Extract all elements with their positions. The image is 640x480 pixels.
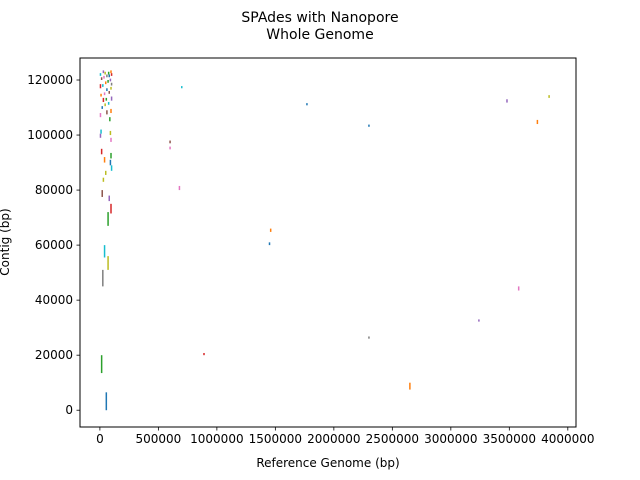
y-axis: 0 20000 40000 60000 80000 100000 120000 [27,73,80,417]
y-tick-label: 100000 [27,128,73,142]
x-tick-label: 0 [96,432,104,446]
x-tick-label: 3000000 [424,432,477,446]
chart-title-line-1: SPAdes with Nanopore [241,10,398,26]
x-tick-label: 3500000 [483,432,536,446]
y-axis-label: Contig (bp) [0,208,12,275]
y-tick-label: 60000 [35,238,73,252]
data-layer [99,70,550,411]
x-tick-label: 1500000 [249,432,302,446]
y-tick-label: 80000 [35,183,73,197]
x-tick-label: 1000000 [190,432,243,446]
x-tick-label: 2000000 [307,432,360,446]
x-tick-label: 500000 [135,432,181,446]
y-tick-label: 40000 [35,293,73,307]
chart-title-line-2: Whole Genome [266,27,373,43]
y-tick-label: 20000 [35,348,73,362]
x-axis: 0 500000 1000000 1500000 2000000 2500000 30000… [96,427,595,446]
plot-frame [79,57,577,428]
y-tick-label: 120000 [27,73,73,87]
x-tick-label: 2500000 [366,432,419,446]
x-axis-label: Reference Genome (bp) [256,456,399,470]
y-tick-label: 0 [65,403,73,417]
x-tick-label: 4000000 [541,432,594,446]
chart-title: SPAdes with Nanopore Whole Genome [241,10,398,43]
